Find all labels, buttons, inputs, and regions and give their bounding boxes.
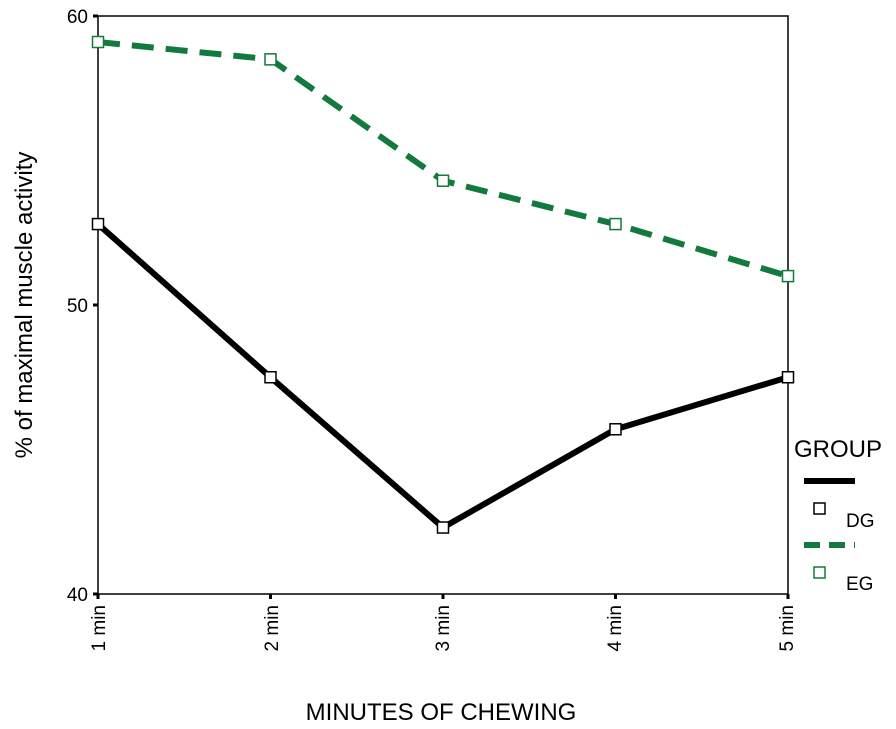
data-point-eg	[609, 217, 622, 231]
data-point-eg	[781, 269, 795, 283]
x-tick-label-1: 1 min	[89, 605, 110, 651]
data-point-eg	[436, 174, 450, 187]
x-tick-label-5: 5 min	[777, 605, 798, 651]
legend-title: GROUP	[794, 436, 882, 463]
series-line-dg	[96, 221, 789, 531]
data-point-dg	[91, 217, 105, 231]
data-point-dg	[609, 423, 622, 436]
y-tick-label-60: 60	[67, 7, 88, 28]
x-tick-label-2: 2 min	[262, 605, 283, 651]
data-point-dg	[436, 521, 450, 534]
legend-marker-dg	[813, 502, 826, 515]
y-tick-label-50: 50	[67, 296, 88, 317]
series-layer	[91, 35, 795, 534]
legend-label-dg: DG	[846, 511, 875, 532]
data-point-eg	[264, 53, 277, 66]
tick-layer	[93, 14, 790, 599]
data-point-dg	[264, 371, 277, 384]
x-axis-title: MINUTES OF CHEWING	[306, 699, 577, 726]
data-point-dg	[781, 371, 795, 384]
y-axis-title: % of maximal muscle activity	[11, 152, 38, 459]
legend: GROUP DG EG	[794, 436, 882, 595]
legend-label-eg: EG	[846, 574, 873, 595]
data-point-eg	[91, 35, 105, 49]
plot-frame	[97, 15, 789, 595]
legend-marker-eg	[813, 566, 826, 579]
x-tick-label-4: 4 min	[605, 605, 626, 651]
x-tick-label-3: 3 min	[433, 605, 454, 651]
series-line-eg	[97, 39, 789, 279]
y-tick-label-40: 40	[67, 585, 88, 606]
